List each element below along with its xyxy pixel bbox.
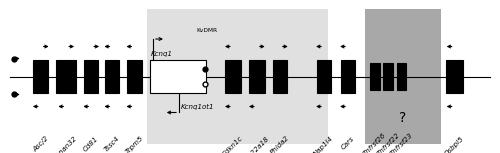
Bar xyxy=(370,63,380,90)
Text: Tnfrsf23: Tnfrsf23 xyxy=(389,132,414,153)
Text: Kcnq1: Kcnq1 xyxy=(150,51,172,57)
Text: Tspan32: Tspan32 xyxy=(54,135,78,153)
Bar xyxy=(396,63,406,90)
Text: Osbpl5: Osbpl5 xyxy=(444,135,466,153)
Text: Nap1l4: Nap1l4 xyxy=(313,135,335,153)
Text: Cdkn1c: Cdkn1c xyxy=(222,135,244,153)
Bar xyxy=(150,60,206,93)
Bar xyxy=(106,60,119,93)
Bar xyxy=(126,60,142,93)
Bar xyxy=(446,60,463,93)
Text: ?: ? xyxy=(400,112,406,125)
Bar xyxy=(384,63,393,90)
Text: Tnfrsf22: Tnfrsf22 xyxy=(376,132,400,153)
Bar xyxy=(56,60,76,93)
Bar xyxy=(147,9,328,144)
Bar xyxy=(84,60,98,93)
Bar xyxy=(340,60,355,93)
Text: Cd81: Cd81 xyxy=(82,135,100,152)
Bar xyxy=(34,60,48,93)
Bar xyxy=(365,9,441,144)
Text: KvDMR: KvDMR xyxy=(196,28,217,33)
Text: Trpm5: Trpm5 xyxy=(124,135,144,153)
Text: Slc22a18: Slc22a18 xyxy=(243,135,270,153)
Text: Kcnq1ot1: Kcnq1ot1 xyxy=(180,103,214,110)
Text: Tnfrsf26: Tnfrsf26 xyxy=(362,132,388,153)
Bar xyxy=(248,60,265,93)
Bar xyxy=(316,60,332,93)
Text: Cars: Cars xyxy=(340,135,355,150)
Text: Asc/2: Asc/2 xyxy=(32,135,50,153)
Bar xyxy=(224,60,241,93)
Text: Phlda2: Phlda2 xyxy=(270,135,290,153)
Text: Tssc4: Tssc4 xyxy=(104,135,121,153)
Bar xyxy=(272,60,287,93)
